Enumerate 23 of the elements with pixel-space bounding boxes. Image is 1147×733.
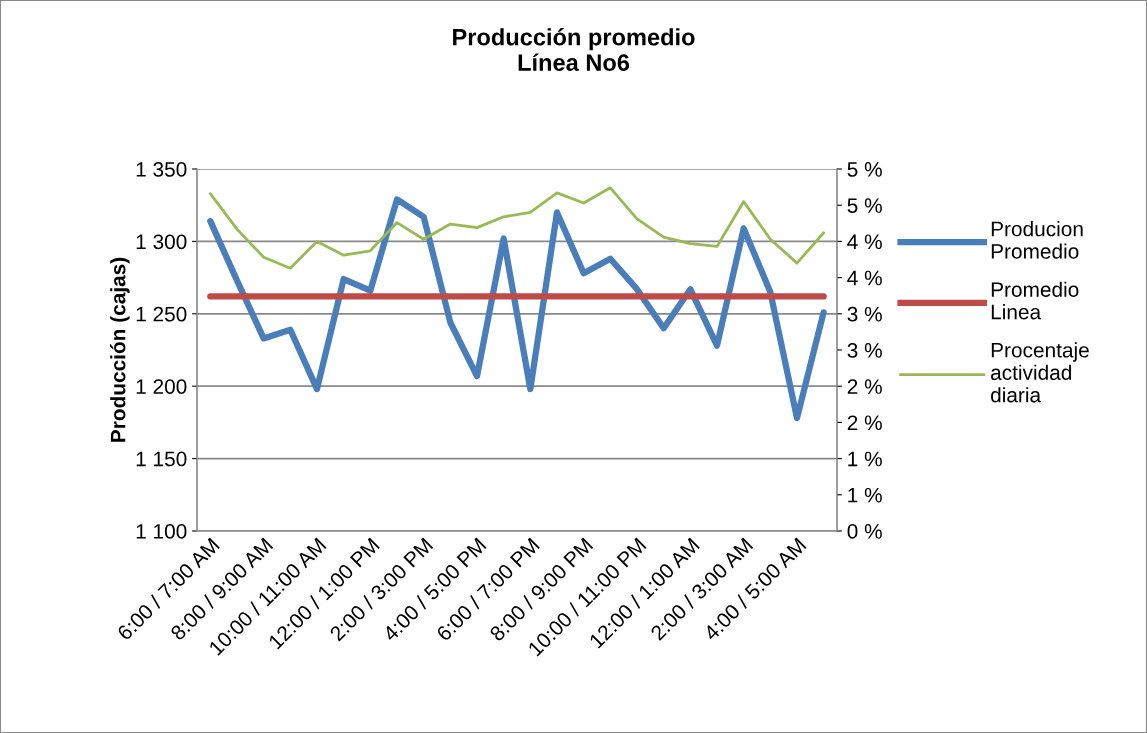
legend-label: Promedio Linea (991, 281, 1079, 320)
y-tick-label: 1 250 (136, 306, 187, 322)
y-axis-title: Producción (cajas) (109, 257, 130, 442)
y-tick-label: 1 200 (136, 379, 187, 394)
y-tick-label: 1 300 (136, 234, 187, 250)
y2-tick-label: 2 % (847, 415, 882, 431)
y2-tick-label: 3 % (847, 343, 882, 358)
y2-tick-label: 5 % (847, 198, 882, 213)
chart-title: Producción promedio Línea No6 (453, 28, 695, 71)
y2-tick-label: 3 % (847, 306, 882, 322)
y-tick-label: 1 150 (136, 451, 187, 467)
y2-tick-label: 1 % (848, 487, 882, 503)
legend-label: Procentaje actividad diaria (991, 342, 1089, 403)
line-series (208, 186, 826, 270)
y2-tick-label: 2 % (847, 379, 882, 394)
y2-tick-label: 1 % (848, 451, 882, 467)
y2-tick-label: 4 % (847, 270, 882, 286)
y2-tick-label: 5 % (847, 162, 882, 177)
y2-tick-label: 4 % (847, 234, 882, 250)
legend-label: Producion Promedio (991, 221, 1083, 259)
y-tick-label: 1 100 (136, 524, 187, 539)
y-tick-label: 1 350 (136, 162, 187, 177)
y2-tick-label: 0 % (847, 524, 882, 539)
